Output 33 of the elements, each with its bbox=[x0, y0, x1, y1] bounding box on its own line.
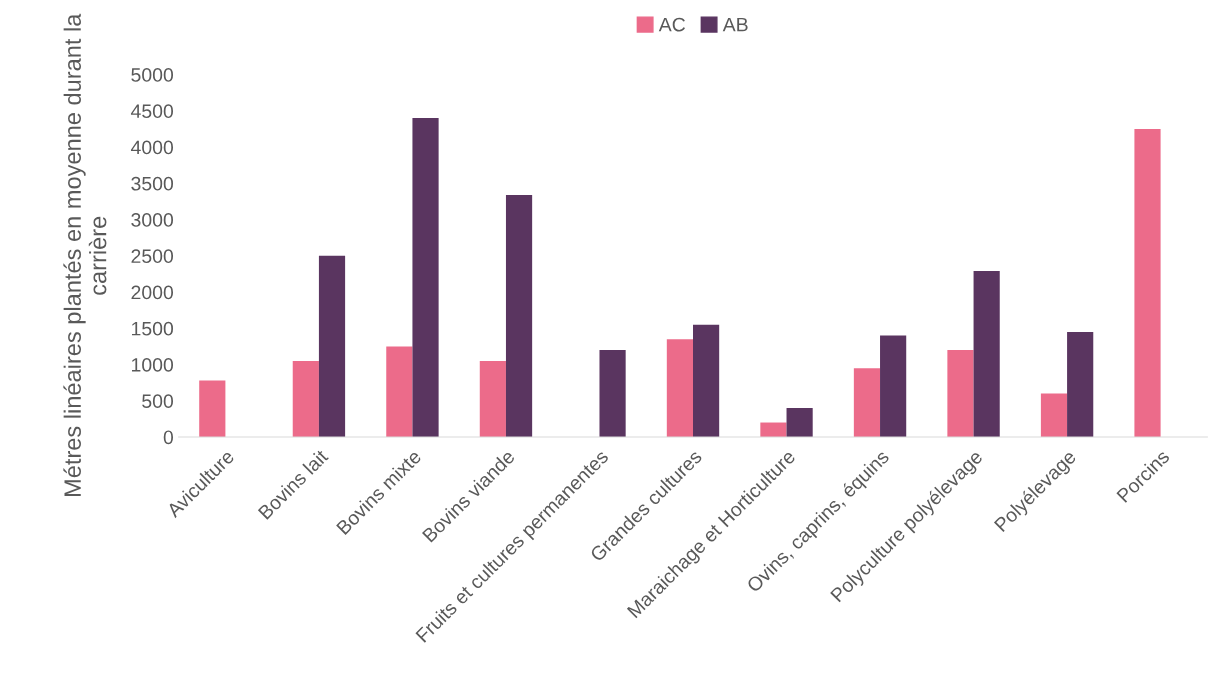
bar bbox=[199, 380, 226, 438]
y-tick-label: 4000 bbox=[130, 140, 174, 155]
bar bbox=[318, 255, 346, 438]
y-tick-label: 1000 bbox=[132, 358, 174, 372]
bar bbox=[1067, 331, 1094, 438]
y-axis-title: Métres linéaires plantés en moyenne durant la carrière bbox=[63, 13, 107, 496]
bar bbox=[760, 422, 787, 438]
bar bbox=[479, 360, 506, 438]
y-tick-label: 3000 bbox=[131, 213, 174, 227]
y-tick-label: 0 bbox=[163, 430, 174, 445]
bar bbox=[386, 346, 413, 438]
bar bbox=[786, 408, 813, 438]
bar bbox=[599, 350, 626, 438]
y-tick-label: 3500 bbox=[131, 176, 174, 191]
y-tick-label: 2000 bbox=[131, 285, 174, 300]
y-tick-label: 1500 bbox=[132, 321, 174, 336]
bar bbox=[853, 368, 881, 438]
legend-label: AB bbox=[722, 17, 748, 32]
bar bbox=[505, 194, 533, 438]
bar bbox=[666, 339, 693, 438]
y-tick-label: 500 bbox=[142, 394, 174, 409]
y-tick-label: 4500 bbox=[130, 104, 174, 119]
bar bbox=[292, 360, 319, 438]
legend-label: AC bbox=[658, 17, 686, 32]
bar bbox=[693, 324, 720, 438]
y-tick-label: 2500 bbox=[131, 249, 174, 264]
bar bbox=[973, 271, 1000, 438]
y-tick-label: 5000 bbox=[131, 68, 174, 82]
bar bbox=[1040, 393, 1068, 438]
bar bbox=[947, 350, 974, 438]
bar bbox=[412, 118, 439, 438]
bar bbox=[880, 335, 907, 438]
bar bbox=[1134, 128, 1161, 438]
